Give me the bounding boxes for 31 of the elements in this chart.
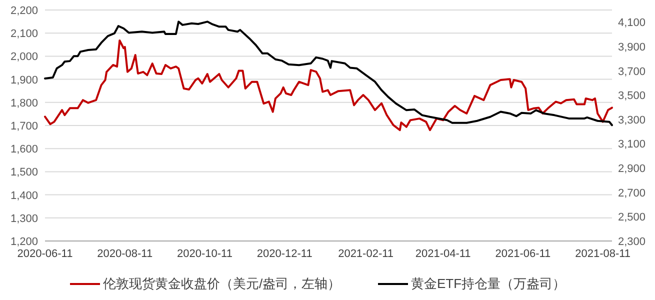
x-tick-label: 2021-02-11 bbox=[338, 248, 394, 260]
y-tick-label: 1,700 bbox=[10, 120, 38, 132]
x-tick-label: 2021-06-11 bbox=[495, 248, 551, 260]
x-tick-label: 2021-04-11 bbox=[415, 248, 471, 260]
y-tick-label: 1,500 bbox=[10, 166, 38, 179]
x-tick-label: 2020-10-11 bbox=[177, 248, 232, 260]
y2-tick-label: 3,900 bbox=[618, 41, 646, 54]
y2-tick-label: 3,300 bbox=[618, 114, 646, 126]
legend-label: 伦敦现货黄金收盘价（美元/盎司，左轴） bbox=[103, 276, 341, 291]
y-tick-label: 1,900 bbox=[10, 74, 38, 86]
y-tick-label: 1,600 bbox=[10, 144, 38, 156]
y-tick-label: 1,400 bbox=[10, 190, 38, 202]
x-tick-label: 2021-08-11 bbox=[575, 248, 631, 260]
y-tick-label: 1,800 bbox=[10, 97, 38, 110]
x-tick-label: 2020-08-11 bbox=[97, 248, 153, 260]
y2-tick-label: 2,900 bbox=[618, 163, 646, 176]
y2-tick-label: 2,300 bbox=[618, 236, 646, 248]
x-tick-label: 2020-06-11 bbox=[17, 248, 73, 260]
x-tick-label: 2020-12-11 bbox=[256, 248, 312, 260]
y2-tick-label: 2,500 bbox=[618, 212, 646, 224]
legend-label: 黄金ETF持仓量（万盎司） bbox=[411, 276, 566, 291]
y2-tick-label: 2,700 bbox=[618, 187, 646, 200]
y-tick-label: 2,100 bbox=[10, 28, 38, 40]
y2-tick-label: 3,500 bbox=[618, 90, 646, 102]
y2-tick-label: 3,100 bbox=[618, 138, 646, 151]
y-tick-label: 1,300 bbox=[10, 212, 38, 225]
y-tick-label: 1,200 bbox=[10, 236, 38, 248]
y2-tick-label: 4,100 bbox=[618, 17, 646, 30]
y2-tick-label: 3,700 bbox=[618, 66, 646, 78]
y-tick-label: 2,000 bbox=[10, 51, 38, 64]
y-tick-label: 2,200 bbox=[10, 5, 38, 17]
